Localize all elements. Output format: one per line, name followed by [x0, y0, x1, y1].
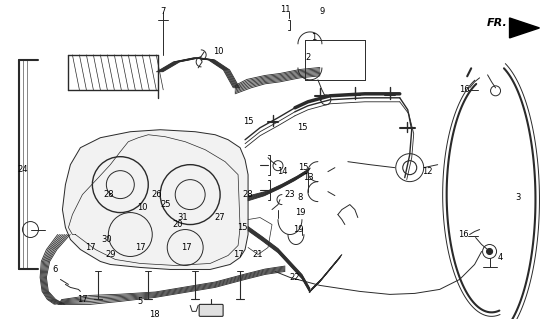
- Text: 12: 12: [422, 167, 433, 176]
- Text: 7: 7: [160, 7, 166, 16]
- Text: 9: 9: [319, 7, 325, 16]
- Circle shape: [487, 249, 492, 254]
- Text: 19: 19: [292, 225, 303, 234]
- Text: FR.: FR.: [487, 18, 507, 28]
- FancyBboxPatch shape: [199, 304, 223, 316]
- Text: 17: 17: [85, 243, 95, 252]
- Text: 15: 15: [237, 223, 248, 232]
- Text: 29: 29: [105, 250, 115, 259]
- Text: 17: 17: [233, 250, 244, 259]
- Text: 22: 22: [290, 273, 300, 282]
- Text: 6: 6: [53, 265, 58, 274]
- Text: 30: 30: [101, 235, 112, 244]
- Text: 17: 17: [77, 295, 88, 304]
- Text: 21: 21: [253, 250, 263, 259]
- Text: 10: 10: [137, 203, 148, 212]
- Text: 1: 1: [311, 33, 316, 43]
- Text: 16: 16: [458, 230, 469, 239]
- Text: 2: 2: [305, 53, 311, 62]
- Polygon shape: [509, 18, 539, 38]
- Text: 15: 15: [297, 163, 308, 172]
- Polygon shape: [63, 130, 248, 269]
- Text: 28: 28: [243, 190, 254, 199]
- Text: 16: 16: [460, 85, 470, 94]
- Text: 3: 3: [515, 193, 520, 202]
- Text: 19: 19: [295, 208, 305, 217]
- Text: 18: 18: [149, 310, 160, 319]
- Text: 15: 15: [243, 117, 253, 126]
- Text: 20: 20: [172, 220, 183, 229]
- Text: 8: 8: [297, 193, 302, 202]
- Text: 14: 14: [277, 167, 287, 176]
- Text: 26: 26: [151, 190, 162, 199]
- Text: 5: 5: [138, 297, 143, 306]
- Text: 11: 11: [280, 5, 290, 14]
- Text: 17: 17: [181, 243, 191, 252]
- Text: 24: 24: [17, 165, 28, 174]
- Text: 23: 23: [285, 190, 295, 199]
- Text: 25: 25: [160, 200, 170, 209]
- Text: 10: 10: [213, 47, 223, 56]
- Text: 15: 15: [297, 123, 307, 132]
- Text: 17: 17: [135, 243, 145, 252]
- Text: 27: 27: [215, 213, 225, 222]
- Text: 31: 31: [177, 213, 188, 222]
- Text: 28: 28: [103, 190, 114, 199]
- Text: 4: 4: [498, 253, 503, 262]
- Text: 13: 13: [302, 173, 313, 182]
